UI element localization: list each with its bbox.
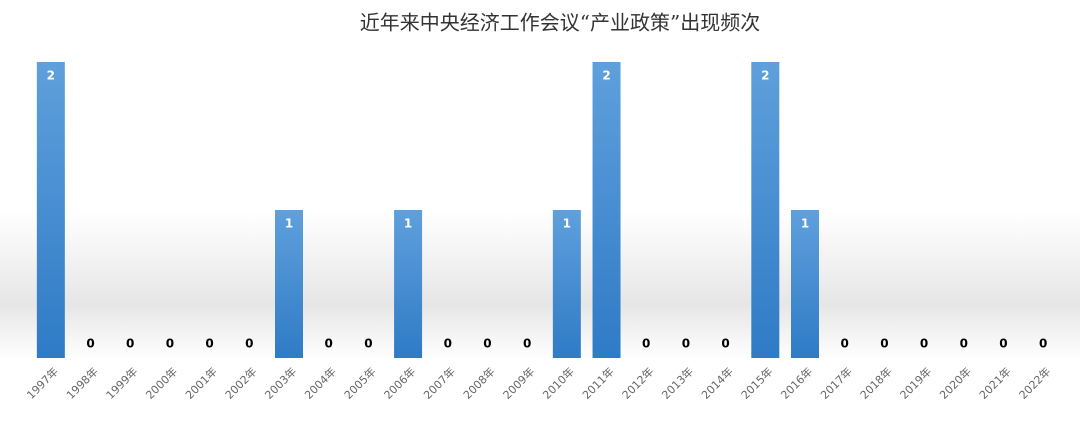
data-label: 0 [325,337,333,351]
bar [36,62,65,358]
data-label: 1 [285,217,293,231]
data-label: 1 [563,217,571,231]
bar [791,210,819,358]
data-label: 1 [404,217,412,231]
data-label: 0 [523,337,531,351]
data-label: 0 [126,337,134,351]
bar [552,210,581,358]
data-label: 0 [960,337,968,351]
data-label: 0 [642,337,650,351]
data-label: 0 [841,337,849,351]
bar [751,62,780,358]
data-label: 2 [602,69,610,83]
data-label: 0 [920,337,928,351]
data-label: 0 [682,337,690,351]
data-label: 0 [1039,337,1047,351]
data-label: 2 [47,69,55,83]
bar [592,62,621,358]
data-label: 0 [86,337,94,351]
chart-title: 近年来中央经济工作会议“产业政策”出现频次 [360,11,760,35]
data-label: 2 [761,69,769,83]
data-label: 0 [444,337,452,351]
data-label: 0 [166,337,174,351]
data-label: 0 [483,337,491,351]
data-label: 0 [205,337,213,351]
data-label: 0 [880,337,888,351]
data-label: 1 [801,217,809,231]
data-label: 0 [721,337,729,351]
data-label: 0 [245,337,253,351]
bar [275,210,303,358]
bar [394,210,423,358]
data-label: 0 [364,337,372,351]
data-label: 0 [999,337,1007,351]
